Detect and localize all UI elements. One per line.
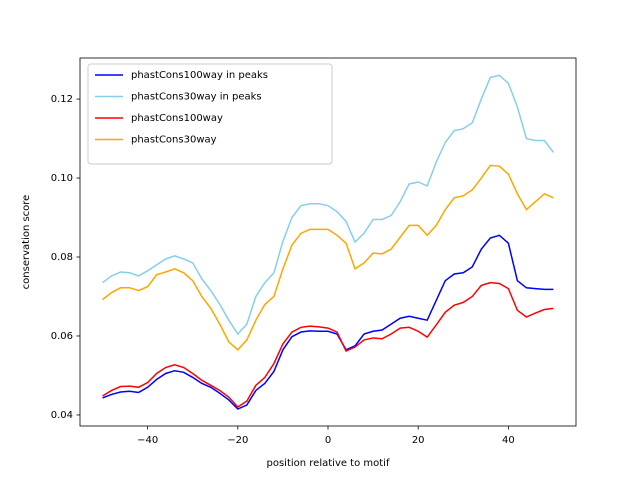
x-axis-label: position relative to motif — [267, 458, 390, 469]
y-tick-label: 0.10 — [51, 173, 73, 184]
y-tick-label: 0.12 — [51, 94, 73, 105]
data-line — [102, 234, 554, 410]
y-tick-label: 0.08 — [51, 252, 73, 263]
x-tick-label: 0 — [325, 435, 331, 446]
legend-label: phastCons100way — [131, 113, 223, 124]
legend-label: phastCons100way in peaks — [131, 70, 268, 81]
y-tick-label: 0.06 — [51, 331, 73, 342]
legend-label: phastCons30way in peaks — [131, 92, 262, 103]
x-tick-label: 20 — [412, 435, 425, 446]
y-tick-label: 0.04 — [51, 410, 73, 421]
data-line — [102, 164, 554, 351]
y-axis-label: conservation score — [21, 195, 32, 290]
x-tick-label: −40 — [137, 435, 158, 446]
data-line — [102, 281, 554, 409]
x-tick-label: −20 — [227, 435, 248, 446]
x-tick-label: 40 — [502, 435, 515, 446]
legend-box — [87, 63, 333, 165]
data-line — [102, 74, 555, 336]
legend-label: phastCons30way — [131, 135, 217, 146]
